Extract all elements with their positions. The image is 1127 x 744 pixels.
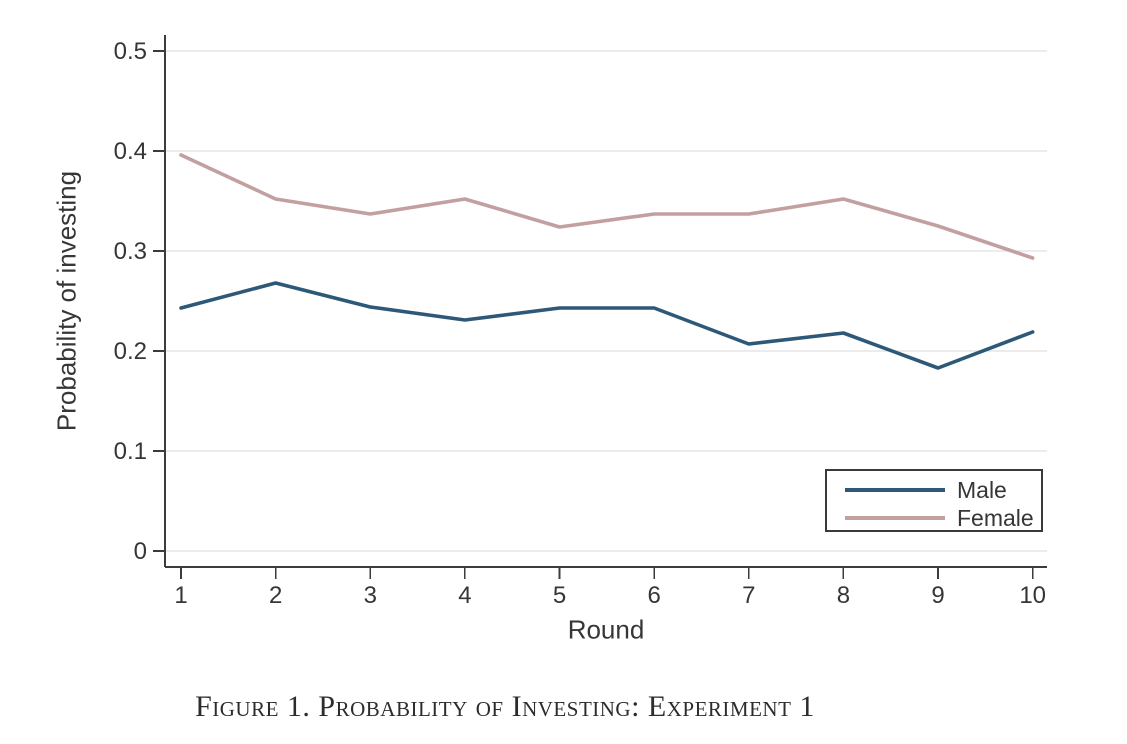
svg-text:10: 10 xyxy=(1019,582,1046,609)
svg-text:1: 1 xyxy=(174,582,187,609)
svg-text:6: 6 xyxy=(647,582,660,609)
svg-text:0: 0 xyxy=(134,538,147,565)
svg-text:7: 7 xyxy=(742,582,755,609)
legend-item-female: Female xyxy=(827,504,1041,532)
svg-text:3: 3 xyxy=(364,582,377,609)
svg-text:4: 4 xyxy=(458,582,471,609)
legend-label-male: Male xyxy=(957,476,1007,503)
svg-text:0.5: 0.5 xyxy=(114,38,147,65)
legend: Male Female xyxy=(825,469,1043,532)
figure-caption: Figure 1. Probability of Investing: Expe… xyxy=(195,690,815,723)
svg-text:9: 9 xyxy=(931,582,944,609)
x-axis-title: Round xyxy=(567,614,645,645)
svg-text:5: 5 xyxy=(553,582,566,609)
female-line-swatch xyxy=(845,516,945,520)
svg-text:0.4: 0.4 xyxy=(114,138,147,165)
legend-label-female: Female xyxy=(957,504,1034,531)
legend-item-male: Male xyxy=(827,476,1041,504)
svg-text:0.3: 0.3 xyxy=(114,238,147,265)
y-axis-title: Probability of investing xyxy=(51,170,82,432)
svg-text:0.2: 0.2 xyxy=(114,338,147,365)
svg-text:8: 8 xyxy=(837,582,850,609)
male-line-swatch xyxy=(845,488,945,492)
svg-text:2: 2 xyxy=(269,582,282,609)
svg-text:0.1: 0.1 xyxy=(114,438,147,465)
